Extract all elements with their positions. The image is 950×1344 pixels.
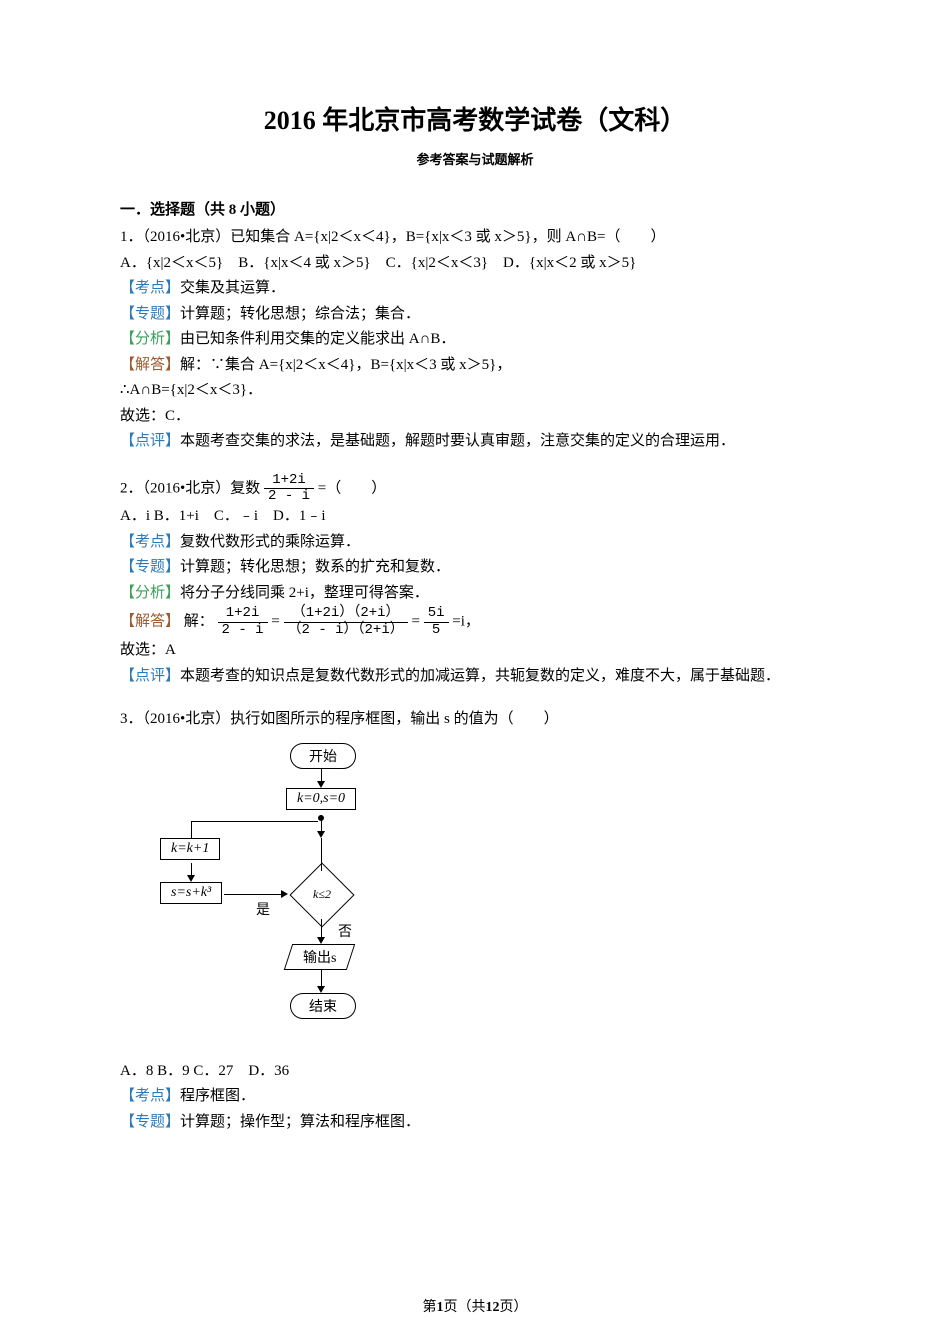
flow-end: 结束: [290, 993, 356, 1019]
q2-f2: （1+2i）（2+i） （2 - i）（2+i）: [284, 606, 408, 638]
fenxi-label: 【分析】: [120, 331, 180, 347]
page-title: 2016 年北京市高考数学试卷（文科）: [120, 100, 830, 137]
jieda-post: =i，: [452, 614, 480, 630]
q2-jieda-1: 【解答】 解： 1+2i 2 - i = （1+2i）（2+i） （2 - i）…: [120, 606, 830, 638]
q2-stem: 2．（2016•北京）复数 1+2i 2 - i =（ ）: [120, 473, 830, 505]
q1-jieda-2: ∴A∩B={x|2＜x＜3}．: [120, 378, 830, 404]
section-heading: 一．选择题（共 8 小题）: [120, 198, 830, 219]
flow-yes: 是: [250, 899, 276, 919]
zhuanti-label: 【专题】: [120, 306, 180, 322]
q2-kaodian: 【考点】复数代数形式的乘除运算．: [120, 530, 830, 556]
q2-f1: 1+2i 2 - i: [218, 606, 268, 638]
q1-jieda-3: 故选：C．: [120, 404, 830, 430]
fenxi-label: 【分析】: [120, 585, 180, 601]
q2-stem-pre: 2．（2016•北京）复数: [120, 480, 260, 496]
zhuanti-label: 【专题】: [120, 1114, 180, 1130]
flow-cond: k≤2: [313, 887, 331, 902]
q1-options: A．{x|2＜x＜5} B．{x|x＜4 或 x＞5} C．{x|2＜x＜3} …: [120, 251, 830, 277]
q3-options: A．8 B．9 C．27 D．36: [120, 1059, 830, 1085]
q1-kaodian: 【考点】交集及其运算．: [120, 276, 830, 302]
q3-kaodian: 【考点】程序框图．: [120, 1084, 830, 1110]
dianping-label: 【点评】: [120, 433, 180, 449]
q1-zhuanti: 【专题】计算题；转化思想；综合法；集合．: [120, 302, 830, 328]
q2-f3: 5i 5: [424, 606, 449, 638]
jieda-label: 【解答】: [120, 614, 180, 630]
zhuanti-label: 【专题】: [120, 559, 180, 575]
flowchart: 开始 k=0,s=0 k=k+1 s=s+k³: [160, 743, 830, 1053]
q2-stem-post: =（ ）: [318, 480, 386, 496]
jieda-pre: 解：: [184, 614, 214, 630]
flow-start: 开始: [290, 743, 356, 769]
q3-stem: 3．（2016•北京）执行如图所示的程序框图，输出 s 的值为（ ）: [120, 707, 830, 733]
flow-incr: k=k+1: [160, 838, 220, 860]
q1-jieda-1: 【解答】解：∵集合 A={x|2＜x＜4}，B={x|x＜3 或 x＞5}，: [120, 353, 830, 379]
frac-den: 2 - i: [264, 489, 314, 504]
q2-dianping: 【点评】本题考查的知识点是复数代数形式的加减运算，共轭复数的定义，难度不大，属于…: [120, 664, 830, 690]
kaodian-text: 复数代数形式的乘除运算．: [180, 534, 360, 550]
flow-out: 输出s: [284, 944, 356, 970]
frac-num: 1+2i: [264, 473, 314, 489]
flow-acc: s=s+k³: [160, 882, 222, 904]
dianping-text: 本题考查交集的求法，是基础题，解题时要认真审题，注意交集的定义的合理运用．: [180, 433, 735, 449]
fenxi-text: 由已知条件利用交集的定义能求出 A∩B．: [180, 331, 455, 347]
page-subtitle: 参考答案与试题解析: [120, 149, 830, 168]
dianping-label: 【点评】: [120, 668, 180, 684]
zhuanti-text: 计算题；操作型；算法和程序框图．: [180, 1114, 420, 1130]
page-footer: 第1页（共12页）: [0, 1296, 950, 1316]
q1-stem: 1．（2016•北京）已知集合 A={x|2＜x＜4}，B={x|x＜3 或 x…: [120, 225, 830, 251]
fenxi-text: 将分子分线同乘 2+i，整理可得答案．: [180, 585, 429, 601]
document-page: 2016 年北京市高考数学试卷（文科） 参考答案与试题解析 一．选择题（共 8 …: [0, 0, 950, 1344]
dianping-text: 本题考查的知识点是复数代数形式的加减运算，共轭复数的定义，难度不大，属于基础题．: [180, 668, 780, 684]
zhuanti-text: 计算题；转化思想；综合法；集合．: [180, 306, 420, 322]
question-2: 2．（2016•北京）复数 1+2i 2 - i =（ ） A．i B．1+i …: [120, 473, 830, 690]
flow-cond-node: k≤2: [286, 871, 358, 919]
kaodian-label: 【考点】: [120, 1088, 180, 1104]
kaodian-text: 程序框图．: [180, 1088, 255, 1104]
q2-fenxi: 【分析】将分子分线同乘 2+i，整理可得答案．: [120, 581, 830, 607]
q2-fraction: 1+2i 2 - i: [264, 473, 314, 505]
q3-zhuanti: 【专题】计算题；操作型；算法和程序框图．: [120, 1110, 830, 1136]
kaodian-label: 【考点】: [120, 534, 180, 550]
q1-fenxi: 【分析】由已知条件利用交集的定义能求出 A∩B．: [120, 327, 830, 353]
flow-init: k=0,s=0: [286, 788, 356, 810]
q2-zhuanti: 【专题】计算题；转化思想；数系的扩充和复数．: [120, 555, 830, 581]
q2-options: A．i B．1+i C．﹣i D．1﹣i: [120, 504, 830, 530]
question-3: 3．（2016•北京）执行如图所示的程序框图，输出 s 的值为（ ） 开始 k=…: [120, 707, 830, 1135]
jieda-label: 【解答】: [120, 357, 180, 373]
zhuanti-text: 计算题；转化思想；数系的扩充和复数．: [180, 559, 450, 575]
question-1: 1．（2016•北京）已知集合 A={x|2＜x＜4}，B={x|x＜3 或 x…: [120, 225, 830, 455]
q1-dianping: 【点评】本题考查交集的求法，是基础题，解题时要认真审题，注意交集的定义的合理运用…: [120, 429, 830, 455]
kaodian-label: 【考点】: [120, 280, 180, 296]
jieda-text-1: 解：∵集合 A={x|2＜x＜4}，B={x|x＜3 或 x＞5}，: [180, 357, 511, 373]
kaodian-text: 交集及其运算．: [180, 280, 285, 296]
q2-jieda-2: 故选：A: [120, 638, 830, 664]
flow-no: 否: [332, 921, 358, 941]
